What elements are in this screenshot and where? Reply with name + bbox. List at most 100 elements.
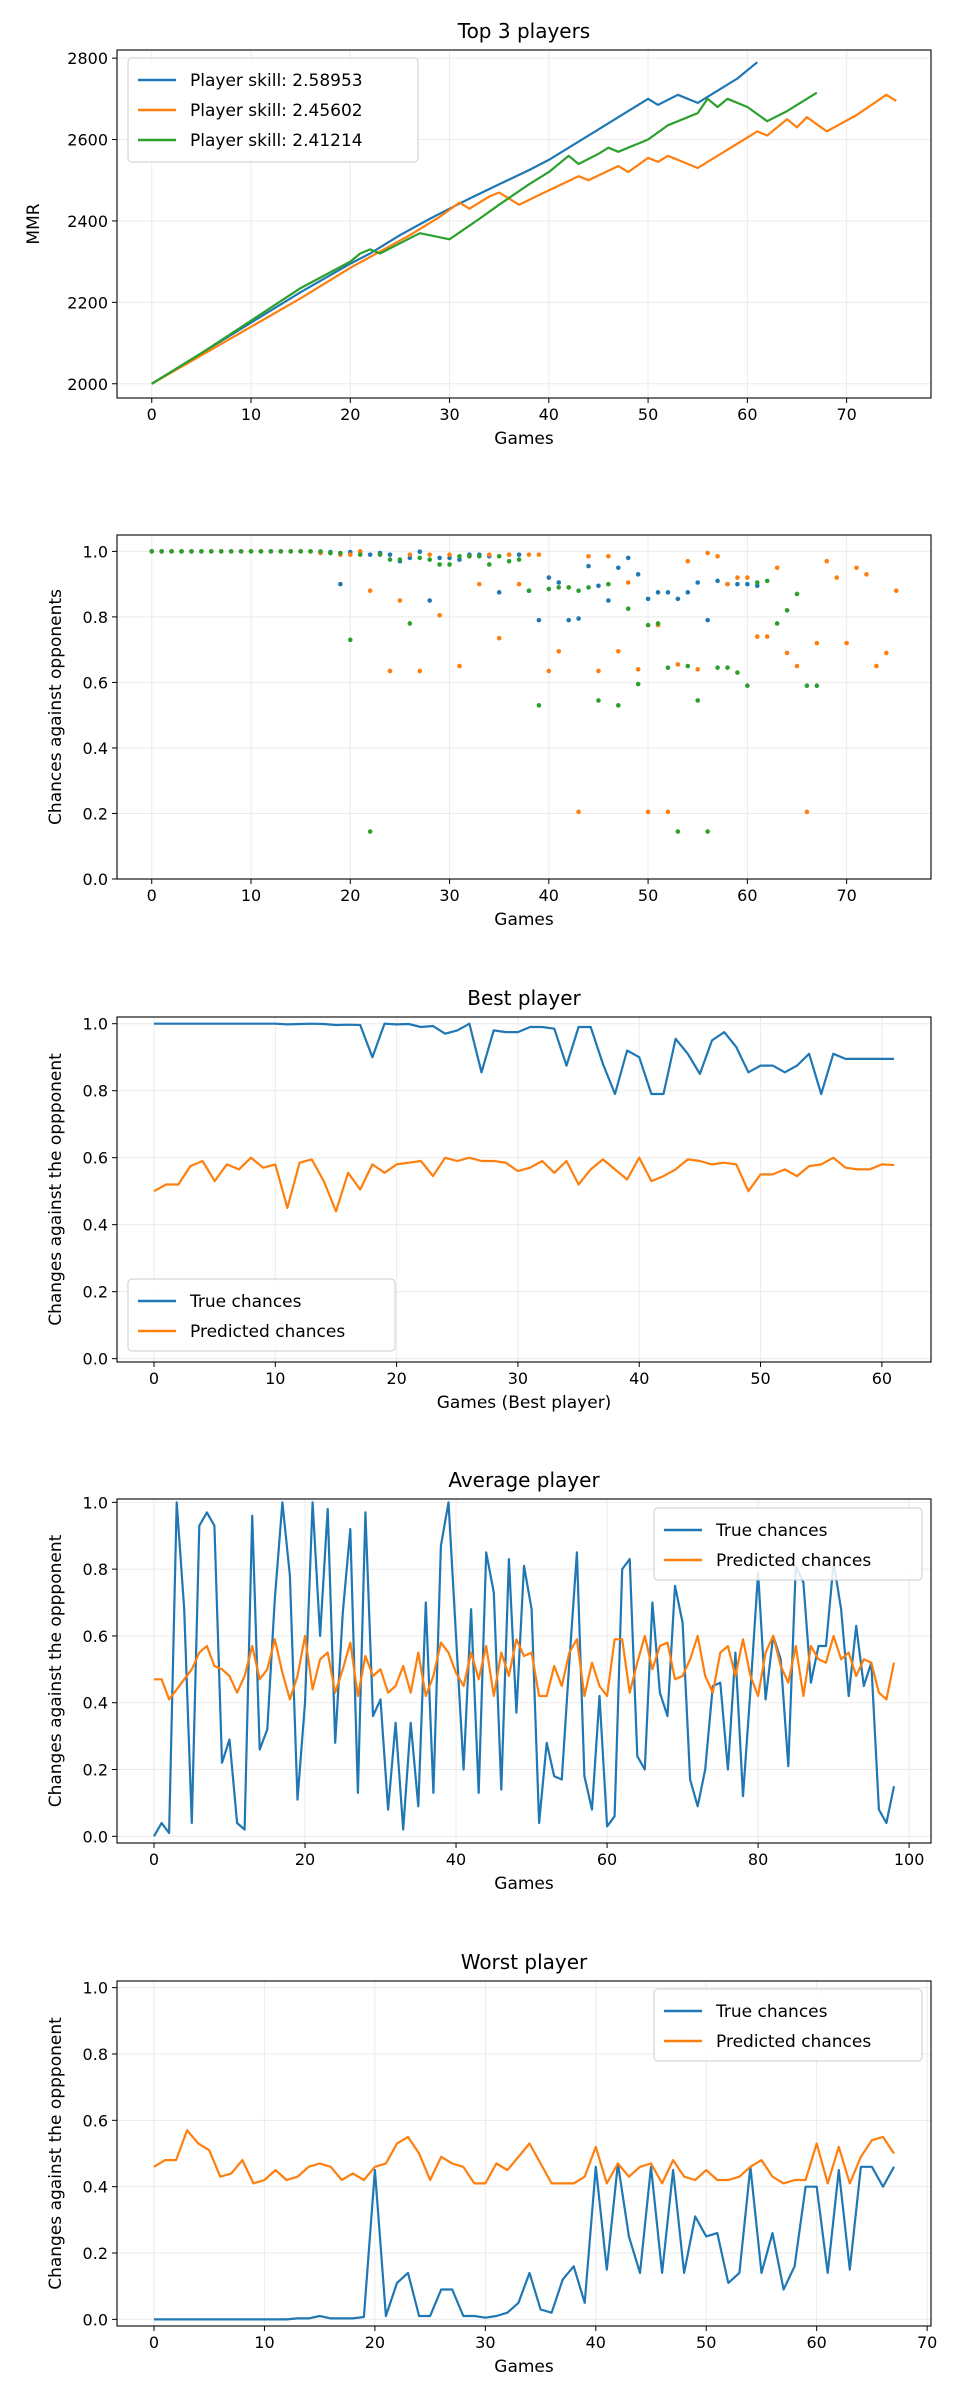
scatter-point: [616, 565, 621, 571]
x-tick-label: 20: [365, 2333, 385, 2352]
x-tick-label: 80: [748, 1850, 768, 1869]
legend-box: [653, 1507, 923, 1581]
y-axis-label: MMR: [24, 203, 44, 244]
scatter-point: [804, 683, 810, 689]
scatter-point: [745, 575, 750, 580]
y-axis-label: Changes against the oppponent: [46, 1053, 66, 1326]
scatter-point: [834, 575, 839, 580]
y-tick-label: 0.4: [83, 739, 108, 758]
series-line-2: [151, 93, 897, 385]
scatter-point: [794, 591, 800, 597]
legend-label: Predicted chances: [716, 1551, 871, 1571]
x-axis-label: Games: [494, 1874, 554, 1894]
axes-frame: [116, 49, 932, 399]
y-tick-label: 2400: [67, 212, 108, 231]
chart-panel-4: 0 20 40 60 80 100 0.0 0.2 0.4 0.6 0.8 1.0 Average pl…: [46, 1468, 932, 1894]
series-line-2: [153, 1156, 895, 1213]
scatter-point: [665, 590, 671, 595]
scatter-point: [665, 809, 671, 815]
scatter-point: [486, 552, 492, 557]
scatter-point: [228, 549, 234, 554]
chart-panel-5: 0 10 20 30 40 50 60 70 0.0 0.2 0.4 0.6 0.8 1.0 Worst p…: [46, 1950, 937, 2377]
scatter-point: [735, 670, 740, 675]
scatter-point: [675, 662, 681, 667]
scatter-point: [596, 698, 601, 703]
scatter-point: [298, 549, 303, 554]
scatter-point: [824, 558, 830, 564]
y-tick-label: 0.0: [83, 870, 108, 889]
scatter-point: [417, 555, 423, 561]
axes-frame: [116, 534, 932, 880]
y-tick-label: 0.8: [83, 2045, 108, 2064]
legend-box: [127, 57, 419, 163]
scatter-point: [754, 634, 760, 639]
scatter-point: [437, 555, 442, 561]
scatter-point: [685, 663, 691, 669]
scatter-point: [784, 650, 790, 656]
scatter-point: [338, 550, 343, 556]
scatter-point: [635, 572, 641, 577]
scatter-point: [506, 552, 512, 557]
x-tick-label: 20: [340, 886, 360, 905]
scatter-point: [357, 549, 363, 554]
scatter-point: [377, 552, 383, 557]
scatter-point: [814, 683, 820, 689]
scatter-point: [844, 640, 849, 646]
scatter-point: [159, 549, 164, 554]
chart-panel-1: 0 10 20 30 40 50 60 70 2000 2200 2400 2600 2800 Top 3…: [24, 19, 932, 449]
plot-area: [151, 61, 897, 385]
scatter-point: [238, 549, 244, 554]
scatter-point: [486, 562, 492, 567]
y-tick-label: 2800: [67, 49, 108, 68]
scatter-point: [477, 581, 482, 587]
x-tick-label: 0: [147, 405, 157, 424]
legend: True chances Predicted chances: [127, 1278, 396, 1352]
scatter-point: [347, 637, 353, 643]
series-line-1: [154, 1022, 894, 1096]
scatter-point: [715, 578, 720, 584]
scatter-point: [546, 668, 552, 674]
scatter-point: [606, 598, 611, 603]
y-tick-label: 0.8: [83, 1560, 108, 1579]
axes-frame: [116, 1016, 932, 1363]
scatter-point: [457, 663, 462, 669]
scatter-point: [149, 549, 155, 554]
scatter-point: [467, 553, 472, 559]
scatter-point: [367, 829, 373, 834]
scatter-point: [437, 562, 442, 567]
y-tick-label: 2000: [67, 375, 108, 394]
scatter-point: [576, 616, 581, 621]
scatter-point: [655, 621, 661, 626]
scatter-point: [586, 563, 591, 569]
y-axis-label: Changes against the oppponent: [46, 2017, 66, 2290]
legend-label: Predicted chances: [716, 2032, 871, 2052]
x-tick-label: 20: [340, 405, 360, 424]
scatter-point: [645, 622, 651, 628]
scatter-point: [715, 553, 720, 559]
scatter-point: [635, 667, 641, 672]
scatter-point: [893, 588, 899, 593]
scatter-point: [596, 668, 601, 674]
scatter-point: [447, 562, 452, 567]
chart-panel-2: 0 10 20 30 40 50 60 70 0.0 0.2 0.4 0.6 0.8 1.0 Games Ch…: [46, 534, 932, 930]
scatter-point: [496, 553, 502, 559]
scatter-point: [725, 581, 730, 587]
x-tick-label: 70: [836, 405, 856, 424]
legend-box: [127, 1278, 396, 1352]
x-tick-label: 10: [241, 405, 261, 424]
scatter-point: [774, 565, 780, 571]
x-tick-label: 40: [446, 1850, 466, 1869]
scatter-point: [199, 549, 204, 554]
y-tick-label: 1.0: [83, 1979, 108, 1998]
y-tick-label: 1.0: [83, 542, 108, 561]
scatter-point: [814, 640, 820, 646]
scatter-point: [526, 552, 532, 557]
plot-area: [153, 1501, 896, 1837]
plot-area: [153, 1022, 895, 1213]
scatter-point: [347, 552, 353, 557]
scatter-point: [616, 703, 621, 708]
x-tick-label: 40: [539, 886, 559, 905]
scatter-point: [447, 552, 452, 557]
series-line-2: [153, 2129, 895, 2185]
scatter-point: [268, 549, 274, 554]
